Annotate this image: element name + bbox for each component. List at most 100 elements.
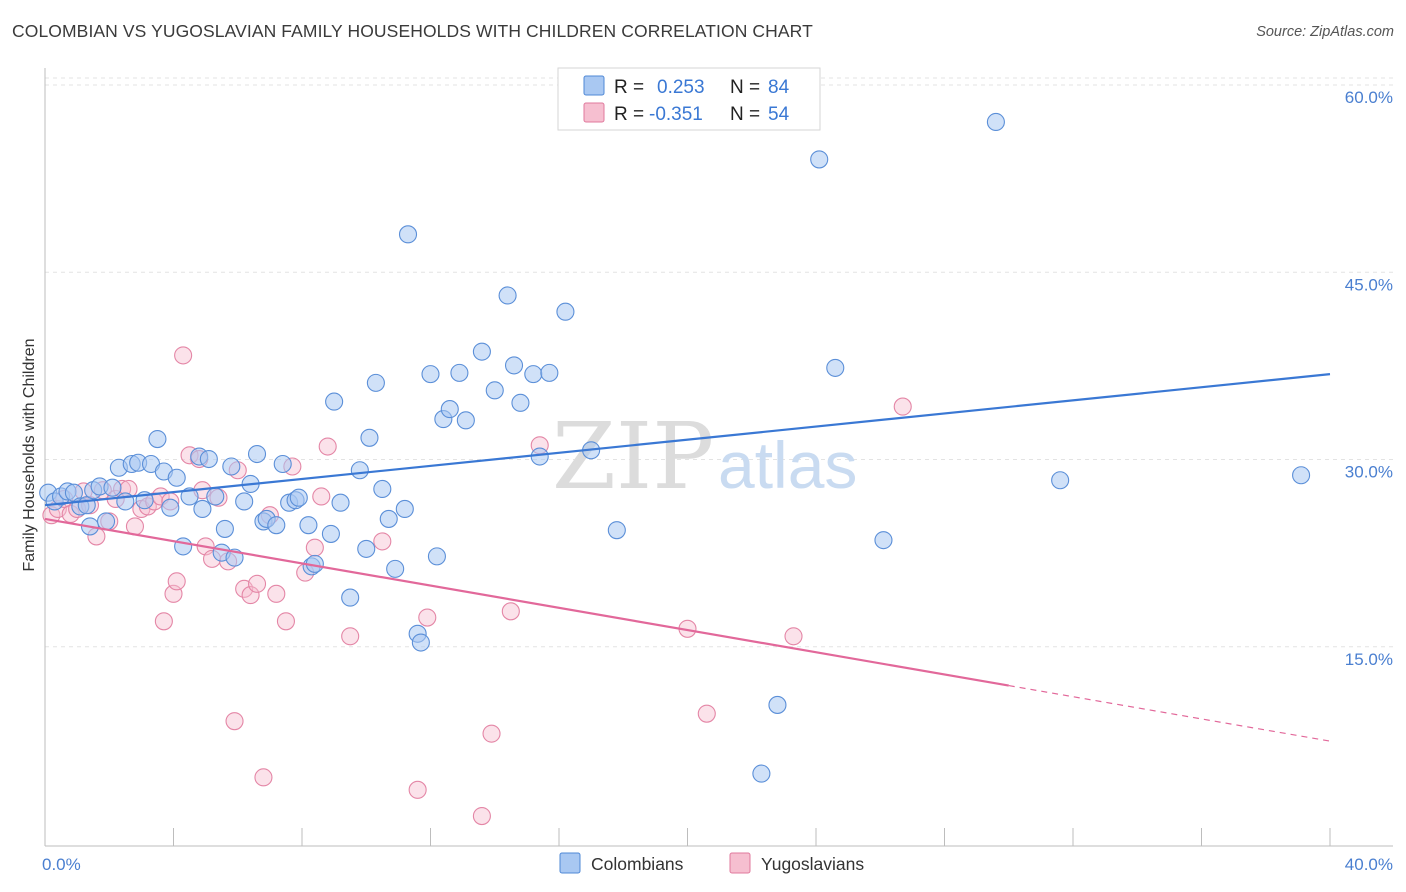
trend-lines: [44, 373, 1331, 742]
colombian-point: [161, 498, 180, 517]
colombian-point: [366, 373, 385, 392]
colombian-point: [427, 547, 446, 566]
yugoslavian-trend-extension: [1008, 684, 1331, 742]
colombian-point: [530, 447, 549, 466]
legend-swatch-colombians: [583, 75, 605, 96]
colombian-point: [199, 449, 218, 469]
legend-r-value: 0.253: [657, 77, 705, 98]
legend-swatch-colombians: [559, 852, 581, 874]
colombian-point: [456, 411, 475, 430]
colombian-point: [273, 454, 292, 474]
yugoslavian-point: [254, 768, 273, 787]
yugoslavian-point: [373, 532, 392, 551]
legend-n-value: 84: [768, 77, 790, 98]
colombian-point: [357, 539, 376, 558]
colombian-point: [167, 468, 186, 487]
yugoslavian-point: [247, 574, 267, 593]
yugoslavian-point: [312, 487, 331, 506]
yugoslavian-point: [893, 397, 912, 416]
y-axis-label: Family Households with Children: [21, 339, 38, 572]
colombian-point: [511, 393, 530, 412]
colombian-point: [350, 461, 369, 480]
colombian-point: [321, 524, 340, 543]
colombian-point: [193, 499, 212, 519]
colombian-point: [810, 150, 829, 169]
series-yugoslavians: [42, 346, 912, 826]
axes: [44, 68, 1393, 847]
yugoslavian-point: [267, 584, 286, 603]
yugoslavian-point: [241, 586, 260, 605]
colombian-point: [373, 479, 392, 499]
colombian-point: [235, 492, 254, 511]
colombian-point: [874, 531, 893, 550]
legend-label-yugoslavians: Yugoslavians: [761, 854, 864, 874]
yugoslavian-point: [472, 806, 491, 826]
watermark-atlas: atlas: [718, 428, 857, 502]
legend-top: R = 0.253 N = 84 R = -0.351 N = 54: [557, 67, 821, 131]
colombian-point: [986, 112, 1005, 132]
colombian-point: [180, 487, 199, 506]
colombian-point: [1292, 466, 1311, 485]
yugoslavian-point: [174, 346, 193, 365]
colombian-point: [267, 516, 286, 535]
watermark: ZIP atlas: [552, 403, 857, 510]
colombian-point: [379, 509, 398, 528]
x-tick-label: 0.0%: [42, 855, 81, 874]
colombian-point: [540, 363, 559, 382]
chart-title: COLOMBIAN VS YUGOSLAVIAN FAMILY HOUSEHOL…: [12, 21, 813, 41]
colombian-point: [450, 363, 469, 382]
yugoslavian-point: [276, 612, 295, 631]
legend-bottom: Colombians Yugoslavians: [559, 852, 864, 874]
yugoslavian-point: [784, 627, 803, 646]
colombian-point: [325, 392, 344, 411]
legend-swatch-yugoslavians: [583, 102, 605, 123]
colombian-point: [524, 365, 543, 384]
yugoslavian-point: [318, 437, 337, 456]
colombian-point: [247, 444, 267, 464]
y-tick-labels: 60.0% 45.0% 30.0% 15.0%: [1345, 88, 1393, 669]
colombian-point: [206, 487, 225, 506]
legend-label-colombians: Colombians: [591, 854, 684, 874]
colombian-point: [299, 516, 318, 535]
yugoslavian-point: [154, 612, 173, 631]
colombian-point: [556, 302, 575, 321]
colombian-point: [289, 488, 308, 507]
yugoslavian-point: [225, 712, 244, 731]
y-tick-label: 15.0%: [1345, 650, 1393, 669]
yugoslavian-point: [418, 608, 437, 627]
colombian-trend-line: [44, 373, 1331, 507]
colombian-point: [174, 537, 193, 556]
legend-r-label: R =: [614, 77, 644, 98]
yugoslavian-point: [167, 572, 186, 591]
colombian-point: [768, 695, 787, 714]
yugoslavian-point: [305, 538, 324, 557]
colombian-point: [222, 457, 241, 476]
colombian-point: [472, 342, 491, 361]
colombian-point: [440, 400, 459, 419]
colombian-point: [386, 559, 405, 578]
yugoslavian-trend-line: [44, 517, 1009, 687]
legend-r-value: -0.351: [649, 104, 703, 125]
colombian-point: [607, 521, 626, 540]
yugoslavian-point: [697, 704, 716, 723]
colombian-point: [103, 478, 122, 497]
colombian-point: [421, 365, 440, 384]
colombian-point: [504, 356, 524, 375]
legend-n-label: N =: [730, 104, 760, 125]
legend-swatch-yugoslavians: [729, 852, 751, 874]
colombian-point: [360, 428, 379, 447]
colombian-point: [341, 588, 360, 607]
x-tick-label: 40.0%: [1345, 855, 1393, 874]
yugoslavian-point: [408, 780, 427, 799]
colombian-point: [826, 358, 845, 377]
x-tick-labels: 0.0% 40.0%: [42, 855, 1393, 874]
source-label: Source: ZipAtlas.com: [1256, 24, 1394, 40]
colombian-point: [395, 499, 414, 519]
y-tick-label: 45.0%: [1345, 275, 1393, 294]
colombian-point: [331, 493, 350, 512]
colombian-point: [215, 519, 234, 538]
series-colombians: [39, 112, 1311, 783]
y-tick-label: 30.0%: [1345, 463, 1393, 482]
y-tick-label: 60.0%: [1345, 88, 1393, 107]
